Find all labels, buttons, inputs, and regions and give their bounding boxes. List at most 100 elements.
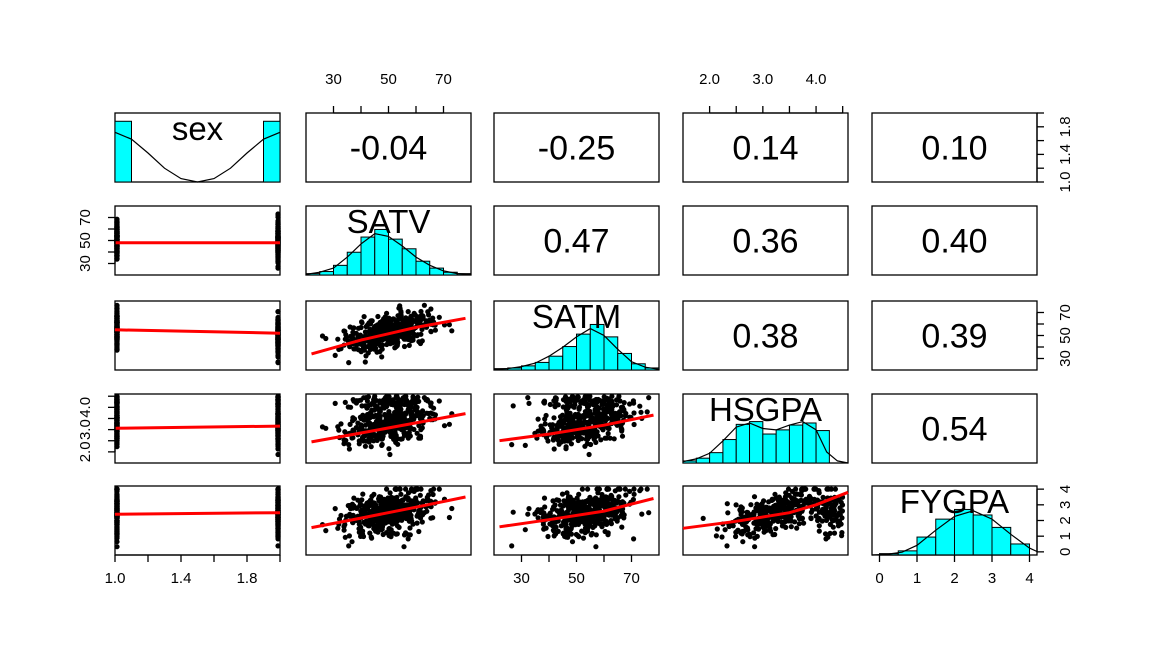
scatter-point bbox=[838, 521, 844, 527]
scatter-point bbox=[114, 226, 120, 232]
scatter-point bbox=[407, 518, 413, 524]
scatter-point bbox=[600, 521, 606, 527]
scatter-point bbox=[638, 409, 644, 415]
scatter-point bbox=[832, 486, 839, 492]
scatter-point bbox=[421, 510, 427, 516]
scatter-point bbox=[346, 543, 352, 549]
scatter-point bbox=[383, 530, 390, 536]
scatter-point bbox=[420, 413, 426, 419]
correlation-HSGPA-FYGPA: 0.54 bbox=[921, 411, 987, 449]
scatter-point bbox=[526, 400, 532, 406]
scatter-point bbox=[550, 498, 556, 504]
panel-frame-SATV-SATM bbox=[493, 205, 660, 276]
scatter-point bbox=[401, 432, 408, 438]
scatter-point bbox=[346, 446, 352, 452]
scatter-point bbox=[388, 530, 394, 537]
scatter-point bbox=[367, 518, 374, 524]
scatter-point bbox=[114, 336, 120, 342]
scatter-point bbox=[639, 511, 645, 517]
scatter-point bbox=[611, 436, 617, 442]
correlation-sex-SATM: -0.25 bbox=[538, 130, 616, 168]
scatter-point bbox=[608, 410, 615, 416]
scatter-point bbox=[275, 451, 281, 458]
scatter-point bbox=[573, 501, 579, 507]
scatter-point bbox=[646, 395, 652, 401]
scatter-point bbox=[323, 335, 329, 342]
scatter-point bbox=[275, 439, 281, 445]
scatter-point bbox=[275, 252, 281, 258]
scatter-point bbox=[745, 509, 751, 516]
scatter-point bbox=[799, 486, 805, 492]
panel-frame-sex-SATM bbox=[493, 112, 660, 183]
scatter-point bbox=[397, 305, 403, 312]
scatter-point bbox=[372, 502, 378, 508]
scatter-point bbox=[408, 314, 414, 320]
scatter-point bbox=[393, 393, 399, 399]
scatter-point bbox=[788, 514, 794, 520]
scatter-HSGPA-SATV bbox=[319, 393, 455, 458]
scatter-point bbox=[772, 502, 779, 508]
scatter-point bbox=[374, 349, 380, 355]
scatter-point bbox=[405, 490, 412, 496]
scatter-point bbox=[588, 532, 594, 538]
scatter-point bbox=[722, 527, 728, 533]
scatter-point bbox=[348, 506, 354, 512]
scatter-point bbox=[616, 393, 622, 399]
scatter-point bbox=[384, 421, 390, 427]
scatter-point bbox=[538, 428, 544, 434]
scatter-point bbox=[403, 494, 409, 500]
scatter-point bbox=[725, 510, 731, 516]
scatter-point bbox=[275, 530, 281, 536]
correlation-sex-SATV: -0.04 bbox=[350, 130, 428, 168]
scatter-point bbox=[367, 497, 373, 503]
scatter-point bbox=[406, 532, 412, 538]
scatter-point bbox=[374, 340, 380, 346]
scatter-point bbox=[407, 501, 413, 507]
scatter-point bbox=[355, 398, 361, 404]
scatter-point bbox=[534, 509, 540, 515]
scatter-point bbox=[347, 344, 353, 350]
tick-label-SATV: 30 bbox=[77, 255, 94, 272]
scatter-point bbox=[379, 342, 385, 348]
scatter-point bbox=[563, 413, 570, 420]
scatter-point bbox=[403, 315, 409, 321]
scatter-point bbox=[831, 506, 837, 512]
scatter-point bbox=[739, 505, 745, 511]
scatter-point bbox=[114, 433, 120, 439]
scatter-point bbox=[796, 521, 802, 527]
fit-line-SATM-SATV bbox=[311, 316, 466, 356]
scatter-point bbox=[361, 314, 367, 320]
scatter-point bbox=[581, 501, 588, 507]
scatter-point bbox=[402, 396, 408, 403]
scatter-point bbox=[713, 533, 720, 539]
scatter-point bbox=[384, 502, 390, 508]
scatter-point bbox=[406, 319, 412, 325]
scatter-point bbox=[275, 212, 281, 218]
scatter-point bbox=[604, 486, 610, 492]
scatter-point bbox=[428, 515, 434, 521]
scatter-point bbox=[549, 522, 556, 529]
scatter-point bbox=[758, 508, 764, 514]
tick-label-SATM: 70 bbox=[623, 570, 640, 587]
scatter-point bbox=[411, 310, 417, 316]
scatter-point bbox=[419, 519, 425, 525]
histogram-bar bbox=[788, 424, 804, 464]
scatter-point bbox=[593, 439, 599, 445]
scatter-point bbox=[114, 413, 120, 419]
scatter-point bbox=[114, 488, 120, 494]
tick-label-sex: 1.8 bbox=[1057, 116, 1074, 137]
scatter-point bbox=[831, 530, 838, 536]
scatter-point bbox=[586, 451, 592, 458]
histogram-bar bbox=[401, 248, 417, 276]
histogram-bar bbox=[562, 346, 577, 371]
scatter-point bbox=[371, 506, 377, 513]
scatter-point bbox=[275, 246, 281, 252]
scatter-point bbox=[621, 500, 627, 506]
scatter-point bbox=[785, 486, 792, 492]
scatter-point bbox=[383, 394, 390, 400]
scatter-point bbox=[409, 410, 415, 416]
scatter-point bbox=[414, 520, 420, 526]
scatter-point bbox=[562, 533, 568, 540]
scatter-point bbox=[733, 529, 739, 535]
scatter-point bbox=[415, 332, 421, 338]
